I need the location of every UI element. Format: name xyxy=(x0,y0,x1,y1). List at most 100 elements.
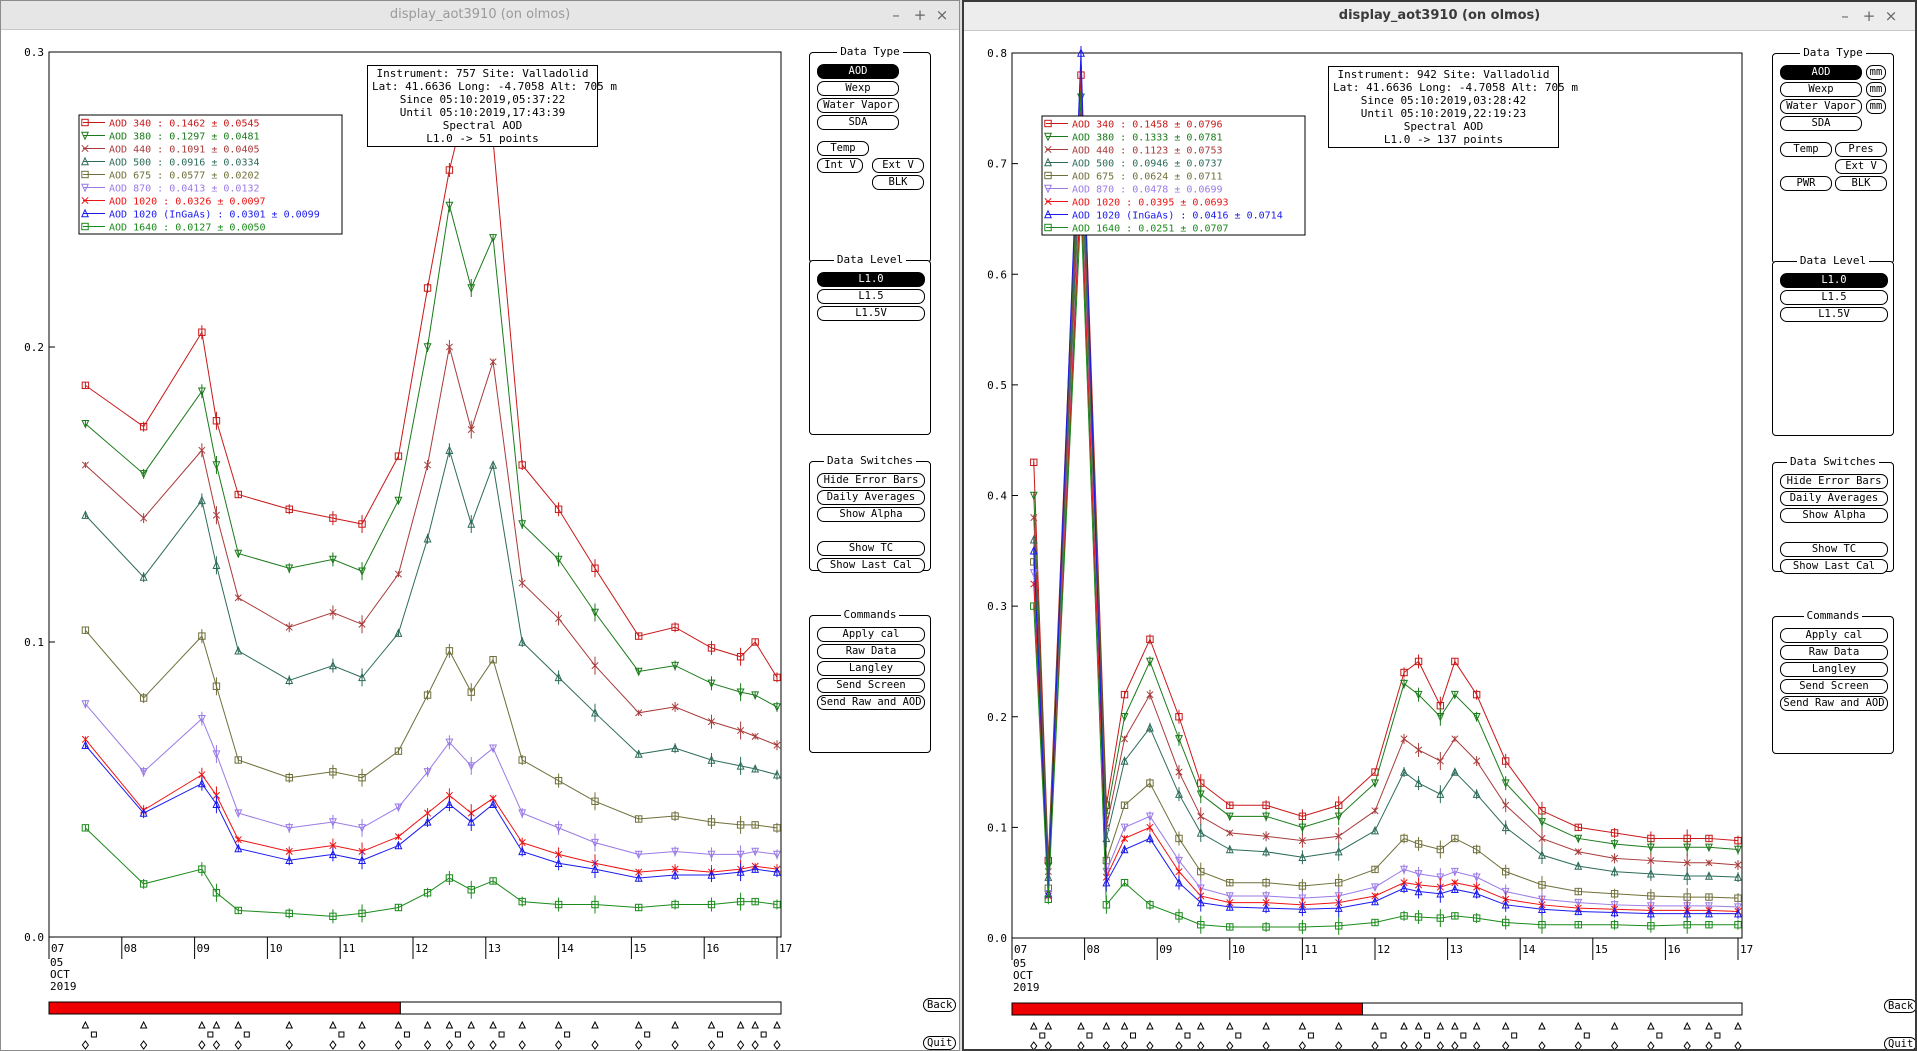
data-point xyxy=(773,900,781,909)
data-point xyxy=(1472,690,1481,699)
aod-button[interactable]: AOD xyxy=(817,64,899,79)
send-screen-button[interactable]: Send Screen xyxy=(817,678,925,693)
show-tc-button[interactable]: Show TC xyxy=(1780,542,1888,557)
window-title-bar[interactable]: display_aot3910 (on olmos) xyxy=(1,1,959,30)
data-point xyxy=(1029,534,1038,544)
l1-0-button[interactable]: L1.0 xyxy=(817,272,925,287)
data-point xyxy=(445,201,454,211)
data-point xyxy=(671,870,680,879)
wexp-button[interactable]: Wexp xyxy=(817,81,899,96)
l1-5v-button[interactable]: L1.5V xyxy=(1780,307,1888,322)
data-point xyxy=(1371,807,1379,815)
mm-button-3[interactable]: mm xyxy=(1866,99,1886,114)
aod-button[interactable]: AOD xyxy=(1780,65,1862,80)
maximize-button[interactable]: + xyxy=(913,6,927,24)
back-button[interactable]: Back xyxy=(1884,999,1915,1013)
data-point xyxy=(81,824,90,832)
progress-bar-fill xyxy=(48,1001,401,1015)
data-point xyxy=(555,614,563,622)
l1-5v-button[interactable]: L1.5V xyxy=(817,306,925,321)
l1-5-button[interactable]: L1.5 xyxy=(817,289,925,304)
mm-button-2[interactable]: mm xyxy=(1866,82,1886,97)
ext-v-button[interactable]: Ext V xyxy=(872,158,924,173)
time-marker-diamond xyxy=(394,1040,403,1050)
water-vapor-button[interactable]: Water Vapor xyxy=(1780,99,1862,114)
data-point xyxy=(1574,906,1583,916)
data-point xyxy=(773,867,781,876)
window-title-bar[interactable]: display_aot3910 (on olmos) xyxy=(964,2,1915,31)
langley-button[interactable]: Langley xyxy=(817,661,925,676)
data-point xyxy=(1610,866,1619,876)
quit-button[interactable]: Quit xyxy=(1884,1037,1915,1049)
hide-error-bars-button[interactable]: Hide Error Bars xyxy=(1780,474,1888,489)
maximize-button[interactable]: + xyxy=(1862,7,1876,25)
sda-button[interactable]: SDA xyxy=(1780,116,1862,131)
ext-v-button[interactable]: Ext V xyxy=(1835,159,1887,174)
hide-error-bars-button[interactable]: Hide Error Bars xyxy=(817,473,925,488)
pres-button[interactable]: Pres xyxy=(1835,142,1887,157)
show-last-cal-button[interactable]: Show Last Cal xyxy=(817,558,925,573)
y-tick-label: 0.5 xyxy=(987,379,1007,392)
data-point xyxy=(1226,801,1234,809)
data-point xyxy=(773,741,781,749)
data-point xyxy=(358,620,366,628)
data-point xyxy=(139,470,148,479)
langley-button[interactable]: Langley xyxy=(1780,662,1888,677)
time-marker-diamond xyxy=(1647,1041,1655,1049)
show-alpha-button[interactable]: Show Alpha xyxy=(1780,508,1888,523)
time-marker-up xyxy=(1146,1021,1154,1030)
series-line xyxy=(1033,97,1739,867)
send-screen-button[interactable]: Send Screen xyxy=(1780,679,1888,694)
apply-cal-button[interactable]: Apply cal xyxy=(1780,628,1888,643)
water-vapor-button[interactable]: Water Vapor xyxy=(817,98,899,113)
time-marker-up xyxy=(467,1020,476,1029)
raw-data-button[interactable]: Raw Data xyxy=(1780,645,1888,660)
data-point xyxy=(1647,857,1655,865)
data-point xyxy=(1436,873,1445,883)
temp-button[interactable]: Temp xyxy=(1780,142,1832,157)
data-point xyxy=(773,673,781,682)
close-button[interactable]: × xyxy=(1884,7,1898,25)
time-marker-up xyxy=(707,1020,716,1029)
mm-button-1[interactable]: mm xyxy=(1866,65,1886,80)
time-marker-square xyxy=(1086,1032,1093,1039)
time-marker-diamond xyxy=(1538,1041,1546,1049)
wexp-button[interactable]: Wexp xyxy=(1780,82,1862,97)
daily-averages-button[interactable]: Daily Averages xyxy=(817,490,925,505)
back-button[interactable]: Back xyxy=(923,998,957,1012)
show-alpha-button[interactable]: Show Alpha xyxy=(817,507,925,522)
time-marker-up xyxy=(234,1020,243,1029)
show-tc-button[interactable]: Show TC xyxy=(817,541,925,556)
raw-data-button[interactable]: Raw Data xyxy=(817,644,925,659)
daily-averages-button[interactable]: Daily Averages xyxy=(1780,491,1888,506)
minimize-button[interactable]: – xyxy=(1841,7,1849,25)
send-raw-and-aod-button[interactable]: Send Raw and AOD xyxy=(817,695,925,710)
l1-0-button[interactable]: L1.0 xyxy=(1780,273,1888,288)
minimize-button[interactable]: – xyxy=(892,6,900,24)
data-point xyxy=(1683,871,1692,880)
quit-button[interactable]: Quit xyxy=(923,1036,957,1050)
blk-button[interactable]: BLK xyxy=(872,175,924,190)
data-point xyxy=(1120,878,1129,887)
data-point xyxy=(751,847,760,857)
apply-cal-button[interactable]: Apply cal xyxy=(817,627,925,642)
x-tick-label: 15 xyxy=(1595,943,1608,956)
data-point xyxy=(1574,834,1583,844)
temp-button[interactable]: Temp xyxy=(817,141,869,156)
data-point xyxy=(518,809,527,818)
int-v-button[interactable]: Int V xyxy=(817,158,863,173)
data-point xyxy=(1371,896,1379,906)
blk-button[interactable]: BLK xyxy=(1835,176,1887,191)
show-last-cal-button[interactable]: Show Last Cal xyxy=(1780,559,1888,574)
close-button[interactable]: × xyxy=(935,6,949,24)
data-point xyxy=(285,774,293,782)
data-point xyxy=(1414,690,1423,700)
send-raw-and-aod-button[interactable]: Send Raw and AOD xyxy=(1780,696,1888,711)
sda-button[interactable]: SDA xyxy=(817,115,899,130)
y-tick-label: 0.2 xyxy=(24,341,44,354)
l1-5-button[interactable]: L1.5 xyxy=(1780,290,1888,305)
data-point xyxy=(1574,861,1583,870)
pwr-button[interactable]: PWR xyxy=(1780,176,1832,191)
data-point xyxy=(445,166,454,174)
data-point xyxy=(1400,834,1408,843)
